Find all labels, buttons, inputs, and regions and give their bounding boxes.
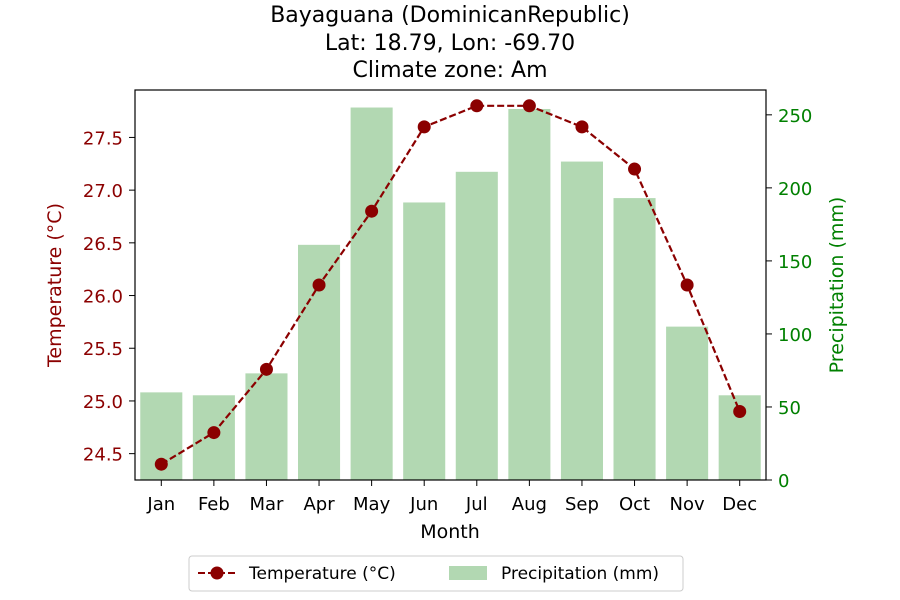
legend-temperature-label: Temperature (°C) [248,564,396,584]
right-tick-label: 100 [778,325,812,346]
precipitation-bar-may [350,107,393,481]
legend-temperature-marker [210,566,224,580]
left-tick-label: 24.5 [83,445,123,466]
precipitation-bar-nov [666,326,709,480]
left-tick-label: 27.5 [83,128,123,149]
temperature-point-apr [312,278,326,292]
x-tick-label: Nov [670,494,705,515]
temperature-point-aug [522,99,536,113]
x-axis-ticks: Jan Feb Mar Apr May Jun Jul Aug Sep Oct Nov Dec [146,480,757,515]
chart-title: Bayaguana (DominicanRepublic) Lat: 18.79… [270,3,630,83]
x-tick-label: Sep [565,494,599,515]
legend-precipitation-swatch [449,566,487,580]
right-tick-label: 250 [778,106,812,127]
x-tick-label: Apr [303,494,335,515]
precipitation-bar-aug [508,108,551,480]
temperature-point-nov [680,278,694,292]
right-tick-label: 0 [778,471,789,492]
left-tick-label: 25.0 [83,392,123,413]
right-axis-ticks: 0 50 100 150 200 250 [766,106,812,492]
right-tick-label: 150 [778,252,812,273]
title-line-1: Bayaguana (DominicanRepublic) [270,3,630,28]
left-tick-label: 26.5 [83,234,123,255]
left-tick-label: 25.5 [83,339,123,360]
x-axis-label: Month [420,521,480,543]
legend-frame [188,555,684,592]
x-tick-label: Jan [146,494,175,515]
temperature-point-feb [207,426,221,440]
temperature-line [160,104,741,466]
legend: Temperature (°C) Precipitation (mm) [188,555,684,592]
precipitation-bar-oct [613,198,656,480]
x-tick-label: Feb [198,494,230,515]
left-axis-ticks: 24.5 25.0 25.5 26.0 26.5 27.0 27.5 [83,128,135,466]
temperature-point-mar [259,362,273,376]
precipitation-bar-mar [245,373,288,480]
title-line-2: Lat: 18.79, Lon: -69.70 [325,31,575,56]
x-tick-label: Aug [512,494,547,515]
left-tick-label: 27.0 [83,181,123,202]
precipitation-bar-jul [455,171,498,480]
title-line-3: Climate zone: Am [352,58,547,83]
temperature-point-jan [154,457,168,471]
x-tick-label: Jul [465,494,488,515]
precipitation-bar-sep [560,161,603,480]
precipitation-bar-jun [403,202,446,480]
x-tick-label: Jun [409,494,438,515]
x-tick-label: Mar [249,494,284,515]
right-axis-label: Precipitation (mm) [826,197,848,374]
left-tick-label: 26.0 [83,287,123,308]
right-tick-label: 50 [778,398,801,419]
temperature-point-jul [470,99,484,113]
temperature-point-oct [628,162,642,176]
left-axis-label: Temperature (°C) [44,203,66,368]
temperature-point-jun [417,120,431,134]
x-tick-label: Dec [722,494,757,515]
x-tick-label: Oct [619,494,650,515]
temperature-series [154,99,747,471]
precipitation-bars [140,107,761,481]
temperature-point-sep [575,120,589,134]
temperature-point-dec [733,404,747,418]
plot-frame [134,89,767,481]
x-tick-label: May [353,494,391,515]
legend-precipitation-label: Precipitation (mm) [501,564,659,584]
right-tick-label: 200 [778,179,812,200]
temperature-point-may [365,204,379,218]
